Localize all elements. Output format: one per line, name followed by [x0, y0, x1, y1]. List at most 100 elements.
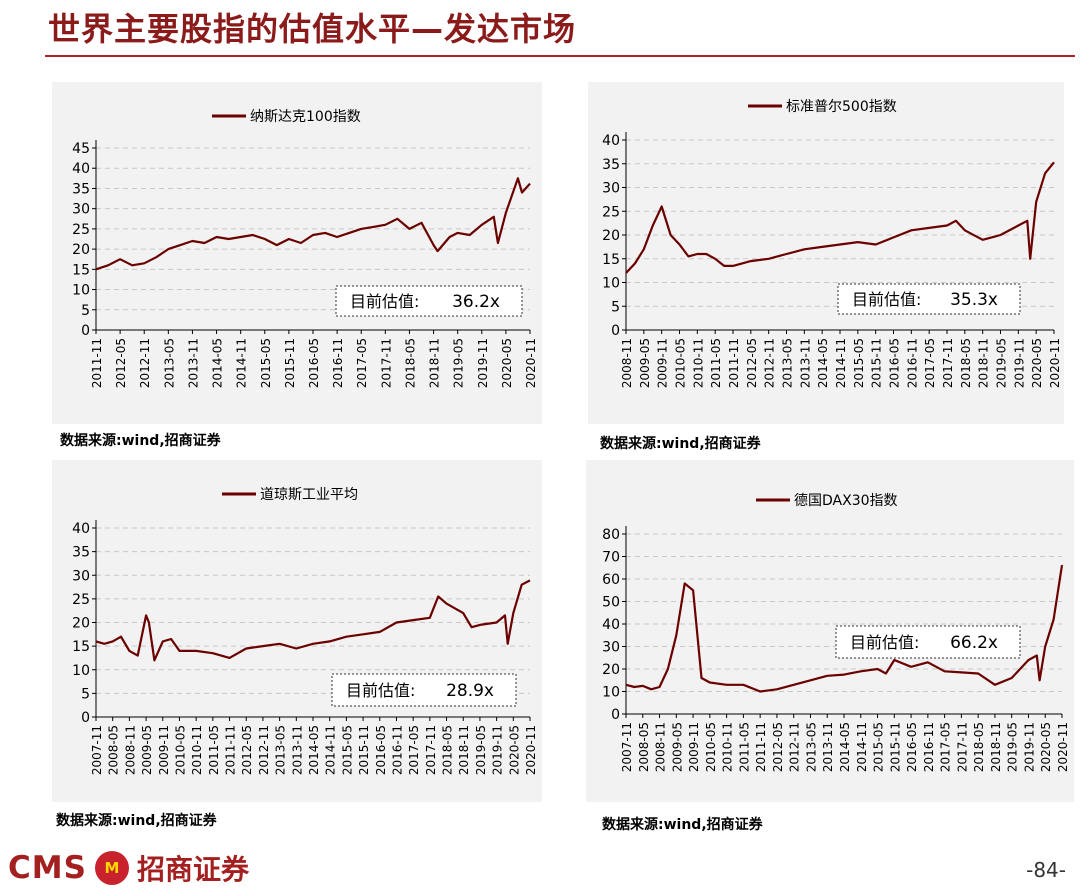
logo-chinese: 招商证券 — [136, 853, 249, 886]
brand-logo: CMS M 招商证券 — [8, 848, 249, 888]
x-tick-label: 2020-05 — [507, 725, 521, 775]
x-tick-label: 2016-11 — [331, 338, 345, 388]
x-tick-label: 2017-11 — [941, 338, 955, 388]
x-tick-label: 2018-11 — [457, 725, 471, 775]
x-tick-label: 2019-11 — [476, 338, 490, 388]
valuation-value: 35.3x — [950, 290, 998, 310]
x-tick-label: 2009-11 — [656, 338, 670, 388]
y-tick-label: 50 — [602, 595, 620, 611]
chart-ndx: 0 5 10 15 20 25 30 35 40 45 2011-11 2012-05 2012-11 2… — [72, 109, 538, 388]
x-tick-label: 2019-05 — [995, 338, 1009, 388]
series-line — [95, 177, 531, 271]
x-tick-label: 2018-05 — [403, 338, 417, 388]
y-tick-label: 25 — [72, 592, 90, 608]
x-tick-label: 2012-11 — [138, 338, 152, 388]
x-tick-label: 2014-05 — [211, 338, 225, 388]
y-tick-label: 10 — [72, 283, 90, 299]
legend-label: 纳斯达克100指数 — [250, 109, 361, 125]
x-tick-label: 2018-11 — [989, 722, 1003, 772]
valuation-box — [835, 625, 1021, 659]
chart-panel-dax: 0 10 20 30 40 50 60 70 80 2007-11 2008-05 2008-11 20… — [586, 460, 1074, 802]
x-tick-label: 2020-11 — [524, 338, 538, 388]
source-note-dax: 数据来源:wind,招商证券 — [602, 817, 763, 833]
y-tick-label: 60 — [602, 572, 620, 588]
logo-badge-icon: M — [94, 851, 129, 885]
x-tick-label: 2014-05 — [307, 725, 321, 775]
series-line — [625, 564, 1064, 693]
x-tick-label: 2016-11 — [390, 725, 404, 775]
y-tick-label: 35 — [72, 545, 90, 561]
x-tick-label: 2015-05 — [340, 725, 354, 775]
y-tick-label: 40 — [602, 617, 620, 633]
y-tick-label: 0 — [81, 323, 90, 339]
x-tick-label: 2017-05 — [939, 722, 953, 772]
x-tick-label: 2016-05 — [905, 722, 919, 772]
legend-label: 标准普尔500指数 — [786, 99, 897, 115]
x-tick-label: 2012-11 — [763, 338, 777, 388]
x-tick-label: 2015-11 — [357, 725, 371, 775]
y-tick-label: 30 — [602, 640, 620, 656]
series-line — [625, 161, 1055, 274]
x-tick-label: 2010-05 — [674, 338, 688, 388]
x-tick-label: 2011-11 — [90, 338, 104, 388]
chart-panel-ndx: 0 5 10 15 20 25 30 35 40 45 2011-11 2012-05 2012-11 2… — [52, 82, 542, 424]
x-tick-label: 2013-11 — [186, 338, 200, 388]
y-tick-label: 15 — [602, 252, 620, 268]
x-tick-label: 2015-05 — [852, 338, 866, 388]
y-tick-label: 35 — [72, 181, 90, 197]
y-tick-label: 15 — [72, 262, 90, 278]
x-tick-label: 2015-05 — [259, 338, 273, 388]
x-tick-label: 2008-11 — [654, 722, 668, 772]
y-tick-label: 35 — [602, 157, 620, 173]
y-tick-label: 25 — [72, 222, 90, 238]
x-tick-label: 2007-11 — [620, 722, 634, 772]
valuation-box — [335, 285, 523, 317]
x-tick-label: 2016-11 — [922, 722, 936, 772]
x-tick-label: 2020-05 — [1030, 338, 1044, 388]
x-tick-label: 2011-11 — [727, 338, 741, 388]
legend-label: 道琼斯工业平均 — [260, 487, 358, 503]
y-tick-label: 20 — [72, 616, 90, 632]
x-tick-label: 2019-11 — [1022, 722, 1036, 772]
x-tick-label: 2014-11 — [235, 338, 249, 388]
y-tick-label: 40 — [72, 521, 90, 537]
x-tick-label: 2015-05 — [872, 722, 886, 772]
x-tick-label: 2010-11 — [691, 338, 705, 388]
y-tick-label: 0 — [611, 323, 620, 339]
x-tick-label: 2010-11 — [190, 725, 204, 775]
x-tick-label: 2012-05 — [745, 338, 759, 388]
x-tick-label: 2016-05 — [307, 338, 321, 388]
y-tick-label: 10 — [602, 685, 620, 701]
x-tick-label: 2013-11 — [821, 722, 835, 772]
x-tick-label: 2007-11 — [90, 725, 104, 775]
x-tick-label: 2011-05 — [737, 722, 751, 772]
x-tick-label: 2013-11 — [798, 338, 812, 388]
x-tick-label: 2013-05 — [162, 338, 176, 388]
x-tick-label: 2019-05 — [452, 338, 466, 388]
x-tick-label: 2016-05 — [374, 725, 388, 775]
x-tick-label: 2012-05 — [114, 338, 128, 388]
valuation-label: 目前估值: — [852, 290, 921, 309]
valuation-value: 36.2x — [452, 292, 500, 312]
x-tick-label: 2018-05 — [959, 338, 973, 388]
valuation-label: 目前估值: — [350, 292, 419, 311]
x-tick-label: 2017-11 — [955, 722, 969, 772]
legend-label: 德国DAX30指数 — [794, 493, 898, 509]
page-title: 世界主要股指的估值水平—发达市场 — [48, 10, 577, 48]
y-tick-label: 10 — [72, 663, 90, 679]
x-tick-label: 2018-05 — [972, 722, 986, 772]
x-tick-label: 2014-11 — [324, 725, 338, 775]
x-tick-label: 2010-11 — [721, 722, 735, 772]
valuation-box — [837, 283, 1021, 315]
y-tick-label: 30 — [602, 181, 620, 197]
x-tick-label: 2012-11 — [257, 725, 271, 775]
source-note-dji: 数据来源:wind,招商证券 — [56, 813, 217, 829]
source-note-ndx: 数据来源:wind,招商证券 — [60, 433, 221, 449]
x-tick-label: 2009-05 — [140, 725, 154, 775]
x-tick-label: 2016-05 — [888, 338, 902, 388]
y-tick-label: 20 — [602, 228, 620, 244]
y-tick-label: 70 — [602, 550, 620, 566]
chart-panel-spx: 0 5 10 15 20 25 30 35 40 2008-11 2009-05 2009-11 201… — [588, 82, 1064, 424]
valuation-label: 目前估值: — [850, 633, 919, 652]
